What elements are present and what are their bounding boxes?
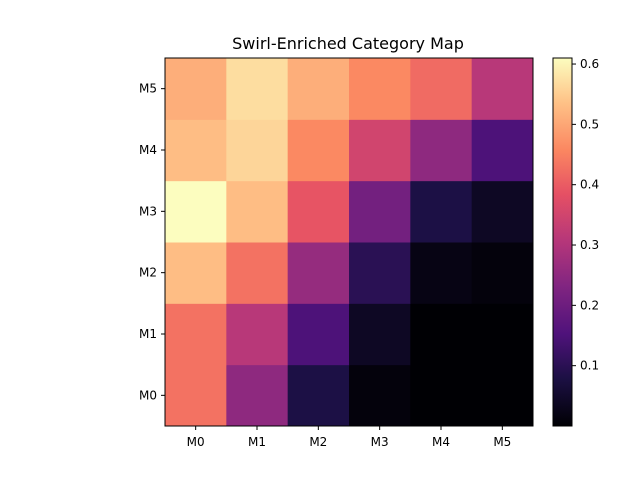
heatmap-cell-M0-M1 — [226, 364, 289, 427]
heatmap-cell-M3-M3 — [349, 180, 411, 243]
heatmap-cell-M0-M3 — [349, 364, 411, 427]
y-tick-label: M3 — [139, 204, 157, 218]
heatmap-cell-M0-M4 — [410, 364, 473, 427]
colorbar-ticks: 0.1 0.2 0.3 0.4 0.5 0.6 — [572, 57, 599, 373]
heatmap-cell-M5-M5 — [471, 58, 534, 120]
heatmap-cell-M2-M0 — [165, 242, 227, 304]
heatmap-cell-M0-M5 — [471, 364, 534, 427]
colorbar-tick-label: 0.2 — [580, 298, 599, 312]
heatmap-cell-M1-M3 — [349, 303, 411, 366]
heatmap-cell-M3-M4 — [410, 180, 473, 243]
x-tick-label: M4 — [432, 435, 450, 449]
x-tick-label: M3 — [371, 435, 389, 449]
heatmap-cell-M4-M5 — [471, 119, 534, 182]
heatmap-cell-M3-M1 — [226, 180, 289, 243]
x-axis-ticks: M0 M1 M2 M3 M4 M5 — [187, 426, 511, 449]
colorbar-tick-label: 0.3 — [580, 238, 599, 252]
x-tick-label: M0 — [187, 435, 205, 449]
y-axis-ticks: M0 M1 M2 M3 M4 M5 — [139, 82, 165, 402]
heatmap-cell-M5-M3 — [349, 58, 411, 120]
heatmap-cell-M3-M0 — [165, 180, 227, 243]
y-tick-label: M1 — [139, 327, 157, 341]
y-tick-label: M2 — [139, 266, 157, 280]
heatmap-cell-M3-M5 — [471, 180, 534, 243]
heatmap-cell-M1-M4 — [410, 303, 473, 366]
heatmap-cell-M5-M2 — [287, 58, 350, 120]
heatmap-cell-M2-M3 — [349, 242, 411, 304]
colorbar-tick-label: 0.5 — [580, 117, 599, 131]
y-tick-label: M4 — [139, 143, 157, 157]
heatmap-cell-M5-M0 — [165, 58, 227, 120]
x-tick-label: M2 — [309, 435, 327, 449]
heatmap-cell-M1-M2 — [287, 303, 350, 366]
heatmap-cell-M5-M1 — [226, 58, 289, 120]
heatmap-cell-M0-M2 — [287, 364, 350, 427]
heatmap-cell-M2-M4 — [410, 242, 473, 304]
colorbar-tick-label: 0.6 — [580, 57, 599, 71]
heatmap-cell-M1-M0 — [165, 303, 227, 366]
heatmap-cells — [165, 58, 534, 427]
heatmap-cell-M4-M1 — [226, 119, 289, 182]
heatmap-cell-M4-M4 — [410, 119, 473, 182]
heatmap-cell-M2-M2 — [287, 242, 350, 304]
heatmap-cell-M4-M0 — [165, 119, 227, 182]
colorbar — [552, 57, 573, 427]
heatmap-cell-M0-M0 — [165, 364, 227, 427]
heatmap-cell-M1-M5 — [471, 303, 534, 366]
heatmap-cell-M5-M4 — [410, 58, 473, 120]
heatmap-cell-M1-M1 — [226, 303, 289, 366]
heatmap-frame — [164, 57, 534, 427]
x-tick-label: M5 — [493, 435, 511, 449]
y-tick-label: M5 — [139, 82, 157, 96]
colorbar-tick-label: 0.4 — [580, 178, 599, 192]
y-tick-label: M0 — [139, 388, 157, 402]
heatmap-cell-M2-M5 — [471, 242, 534, 304]
heatmap-cell-M4-M3 — [349, 119, 411, 182]
x-tick-label: M1 — [248, 435, 266, 449]
heatmap-cell-M2-M1 — [226, 242, 289, 304]
chart-title: Swirl-Enriched Category Map — [232, 34, 464, 53]
heatmap-cell-M4-M2 — [287, 119, 350, 182]
heatmap-cell-M3-M2 — [287, 180, 350, 243]
colorbar-tick-label: 0.1 — [580, 359, 599, 373]
